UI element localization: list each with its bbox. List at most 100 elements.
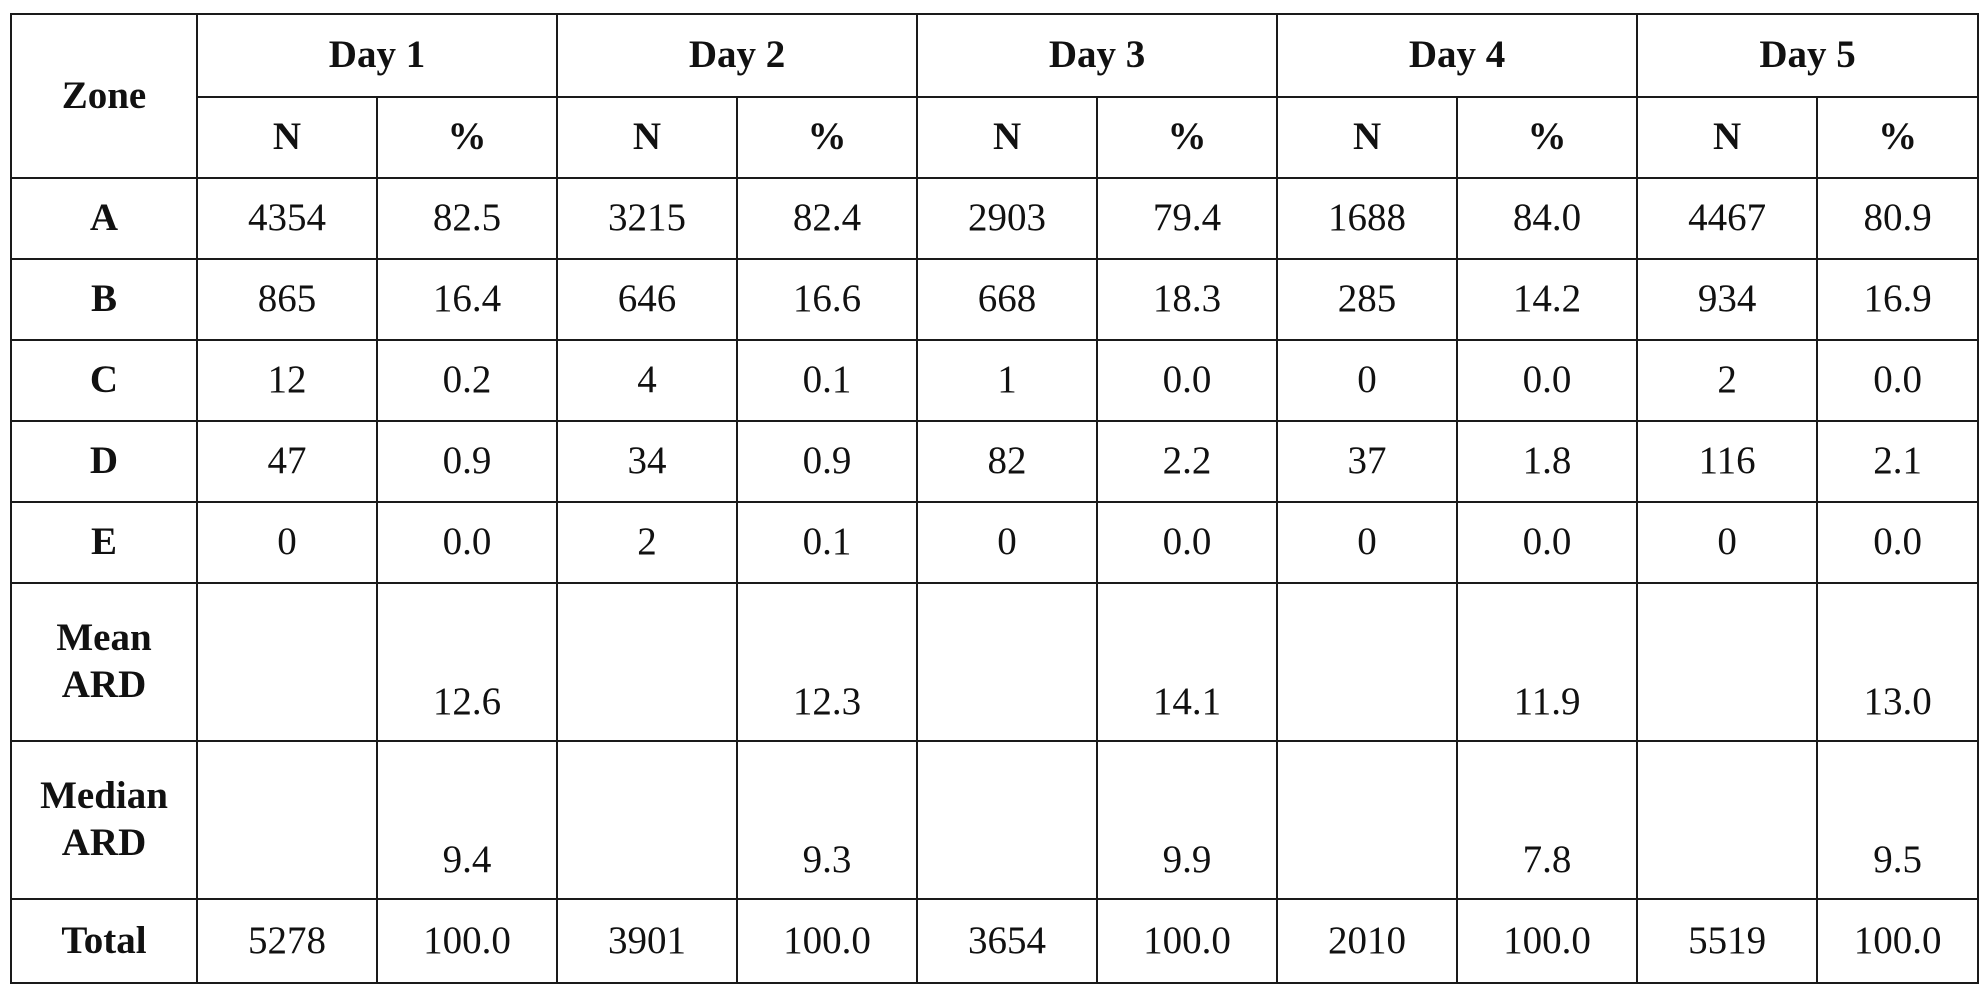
table-cell: 34	[557, 421, 737, 502]
empty-cell	[197, 583, 377, 741]
table-cell: 4	[557, 340, 737, 421]
table-row: B 865 16.4 646 16.6 668 18.3 285 14.2 93…	[11, 259, 1978, 340]
table-cell: 2	[1637, 340, 1817, 421]
table-cell: 1.8	[1457, 421, 1637, 502]
pct-header: %	[1817, 97, 1978, 178]
table-cell: 0.9	[377, 421, 557, 502]
table-cell: 16.9	[1817, 259, 1978, 340]
table-cell: 285	[1277, 259, 1457, 340]
table-cell: 0.1	[737, 340, 917, 421]
empty-cell	[1277, 741, 1457, 899]
zone-label: D	[11, 421, 197, 502]
table-row: A 4354 82.5 3215 82.4 2903 79.4 1688 84.…	[11, 178, 1978, 259]
table-cell: 82.5	[377, 178, 557, 259]
table-cell: 2.1	[1817, 421, 1978, 502]
table-cell: 3215	[557, 178, 737, 259]
table-cell: 0	[1277, 340, 1457, 421]
empty-cell	[557, 741, 737, 899]
median-ard-value: 7.8	[1457, 741, 1637, 899]
total-cell: 100.0	[1097, 899, 1277, 983]
table-cell: 934	[1637, 259, 1817, 340]
table-cell: 84.0	[1457, 178, 1637, 259]
table-cell: 1688	[1277, 178, 1457, 259]
empty-cell	[917, 583, 1097, 741]
day-header: Day 4	[1277, 14, 1637, 97]
day-header: Day 1	[197, 14, 557, 97]
table-cell: 37	[1277, 421, 1457, 502]
day-header: Day 5	[1637, 14, 1978, 97]
mean-ard-value: 12.6	[377, 583, 557, 741]
mean-ard-value: 13.0	[1817, 583, 1978, 741]
table-cell: 0	[197, 502, 377, 583]
total-cell: 2010	[1277, 899, 1457, 983]
n-header: N	[917, 97, 1097, 178]
header-row-subcolumns: N % N % N % N % N %	[11, 97, 1978, 178]
median-ard-label: Median ARD	[11, 741, 197, 899]
table-cell: 0.0	[1097, 502, 1277, 583]
table-cell: 47	[197, 421, 377, 502]
total-row: Total 5278 100.0 3901 100.0 3654 100.0 2…	[11, 899, 1978, 983]
total-cell: 5278	[197, 899, 377, 983]
table-cell: 0.0	[377, 502, 557, 583]
table-cell: 4354	[197, 178, 377, 259]
table-cell: 668	[917, 259, 1097, 340]
table-cell: 0.0	[1097, 340, 1277, 421]
table-cell: 116	[1637, 421, 1817, 502]
table-cell: 16.4	[377, 259, 557, 340]
mean-label-line2: ARD	[12, 662, 196, 709]
empty-cell	[1637, 583, 1817, 741]
mean-ard-value: 12.3	[737, 583, 917, 741]
table-cell: 865	[197, 259, 377, 340]
median-ard-row: Median ARD 9.4 9.3 9.9 7.8 9.5	[11, 741, 1978, 899]
zone-label: A	[11, 178, 197, 259]
table-cell: 82.4	[737, 178, 917, 259]
median-ard-value: 9.9	[1097, 741, 1277, 899]
pct-header: %	[737, 97, 917, 178]
mean-ard-value: 14.1	[1097, 583, 1277, 741]
n-header: N	[197, 97, 377, 178]
table-cell: 2	[557, 502, 737, 583]
total-cell: 3654	[917, 899, 1097, 983]
table-cell: 646	[557, 259, 737, 340]
table-row: C 12 0.2 4 0.1 1 0.0 0 0.0 2 0.0	[11, 340, 1978, 421]
total-cell: 100.0	[1817, 899, 1978, 983]
median-label-line2: ARD	[12, 820, 196, 867]
table-cell: 0	[917, 502, 1097, 583]
n-header: N	[1277, 97, 1457, 178]
total-label: Total	[11, 899, 197, 983]
mean-label-line1: Mean	[12, 615, 196, 662]
table-cell: 14.2	[1457, 259, 1637, 340]
table-cell: 12	[197, 340, 377, 421]
table-cell: 0.0	[1457, 340, 1637, 421]
median-ard-value: 9.3	[737, 741, 917, 899]
pct-header: %	[1097, 97, 1277, 178]
table-cell: 0.0	[1817, 502, 1978, 583]
table-cell: 18.3	[1097, 259, 1277, 340]
total-cell: 5519	[1637, 899, 1817, 983]
empty-cell	[917, 741, 1097, 899]
table-cell: 4467	[1637, 178, 1817, 259]
zone-label: E	[11, 502, 197, 583]
zone-label: B	[11, 259, 197, 340]
total-cell: 100.0	[737, 899, 917, 983]
table-cell: 0.9	[737, 421, 917, 502]
table-cell: 1	[917, 340, 1097, 421]
table-cell: 82	[917, 421, 1097, 502]
table-row: D 47 0.9 34 0.9 82 2.2 37 1.8 116 2.1	[11, 421, 1978, 502]
table-cell: 0	[1277, 502, 1457, 583]
table-cell: 0.2	[377, 340, 557, 421]
median-ard-value: 9.5	[1817, 741, 1978, 899]
n-header: N	[1637, 97, 1817, 178]
empty-cell	[1637, 741, 1817, 899]
total-cell: 3901	[557, 899, 737, 983]
zone-table: Zone Day 1 Day 2 Day 3 Day 4 Day 5 N % N…	[10, 13, 1979, 984]
table-cell: 79.4	[1097, 178, 1277, 259]
day-header: Day 2	[557, 14, 917, 97]
total-cell: 100.0	[377, 899, 557, 983]
table-cell: 0.1	[737, 502, 917, 583]
median-ard-value: 9.4	[377, 741, 557, 899]
table-cell: 0	[1637, 502, 1817, 583]
pct-header: %	[1457, 97, 1637, 178]
table-cell: 80.9	[1817, 178, 1978, 259]
mean-ard-value: 11.9	[1457, 583, 1637, 741]
